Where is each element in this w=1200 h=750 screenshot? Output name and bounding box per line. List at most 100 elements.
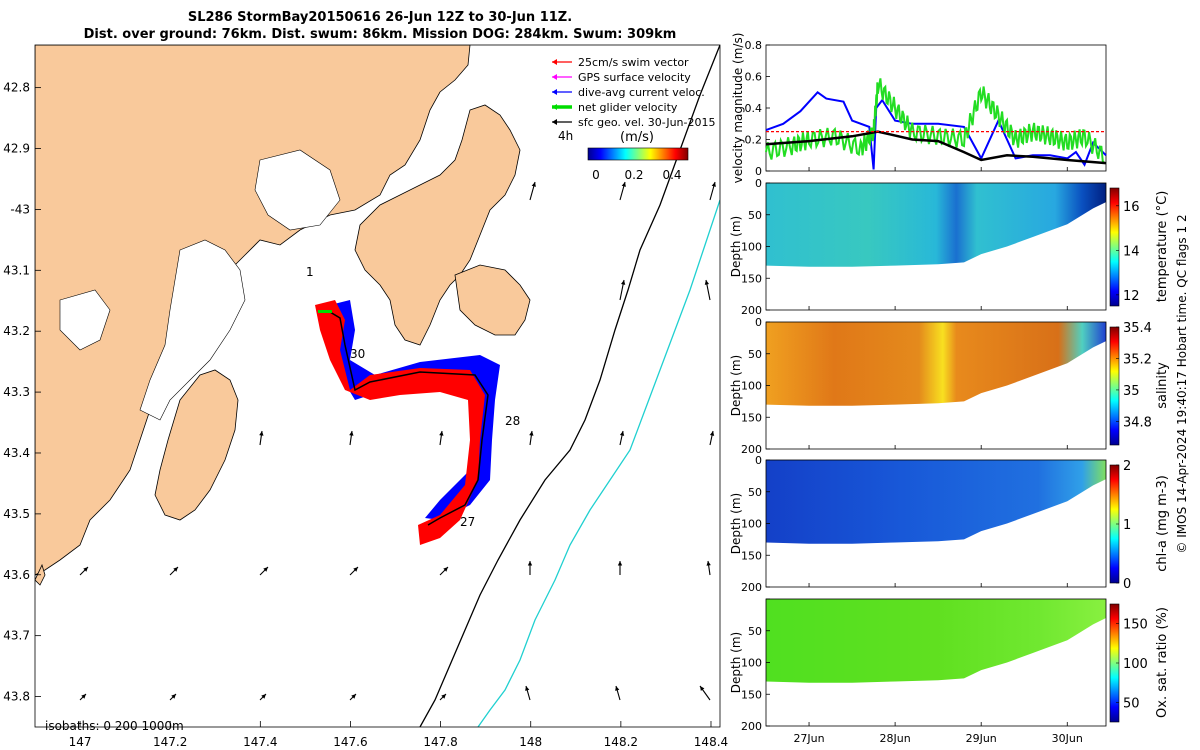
map-x-tick-label: 147.6	[333, 735, 367, 749]
velocity-frame	[765, 44, 1107, 172]
geo-arrow-head	[171, 694, 176, 699]
map-x-tick-label: 147.8	[423, 735, 457, 749]
velocity-y-tick-label: 0	[755, 165, 762, 178]
chl-a-panel: 0 50 100 150 200 Depth (m) 0 1 2 chl-a (mg m-3)	[729, 454, 1170, 594]
legend-label: 25cm/s swim vector	[578, 56, 689, 69]
map-y-tick-label: 43.7	[3, 629, 30, 643]
geo-arrow-head	[621, 182, 626, 187]
map-frame	[34, 44, 721, 728]
map-y-axis: 42.8 42.9 -43 43.1 43.2 43.3 43.4 43.5 43.6 43.7 4…	[3, 81, 41, 704]
geo-arrow-head	[349, 431, 354, 436]
map-y-tick-label: 43.3	[3, 385, 30, 399]
geo-arrow-head	[531, 182, 536, 187]
map-y-tick-label: 42.9	[3, 142, 30, 156]
chl-a-colorbar-label: chl-a (mg m-3)	[1155, 475, 1170, 572]
temperature-cb-tick-label: 14	[1123, 244, 1140, 259]
temperature-y-tick-label: 150	[741, 272, 762, 285]
salinity-field	[766, 322, 1106, 406]
chl-a-y-tick-label: 50	[748, 486, 762, 499]
day-label-30: 30	[350, 347, 365, 361]
salinity-cb-tick-label: 34.8	[1123, 415, 1152, 430]
map-y-tick-label: 43.8	[3, 690, 30, 704]
land-south-west	[154, 369, 239, 521]
map-x-tick-label: 147.4	[243, 735, 277, 749]
legend-swatch-head	[552, 89, 557, 95]
salinity-y-tick-label: 150	[741, 411, 762, 424]
geo-arrow-head	[351, 694, 356, 699]
velocity-series-line	[765, 78, 1105, 165]
title-line-1: SL286 StormBay20150616 26-Jun 12Z to 30-…	[188, 10, 572, 25]
geo-arrow-head	[700, 686, 705, 691]
map-cb-tick-2: 0.4	[662, 168, 681, 182]
geo-arrow-head	[443, 567, 448, 572]
legend-swatch-head	[552, 104, 557, 110]
chl-a-y-tick-label: 0	[755, 454, 762, 467]
temperature-field	[766, 183, 1106, 267]
oxygen-ylabel: Depth (m)	[729, 632, 743, 693]
isobath-200m	[419, 45, 720, 727]
geo-arrow-head	[617, 561, 623, 566]
geo-arrow-head	[527, 561, 533, 566]
salinity-colorbar-label: salinity	[1155, 362, 1170, 409]
geo-arrow-head	[261, 694, 266, 699]
time-x-tick-label: 27Jun	[793, 732, 824, 745]
oxygen-y-tick-label: 50	[748, 625, 762, 638]
oxygen-y-tick-label: 100	[741, 657, 762, 670]
salinity-panel: 0 50 100 150 200 Depth (m) 34.8 35 35.2 35.4 salin…	[729, 316, 1170, 456]
temperature-cb-tick-label: 12	[1123, 289, 1140, 304]
river-inlet	[59, 289, 111, 351]
oxygen-y-tick-label: 150	[741, 688, 762, 701]
map-colorbar	[587, 147, 689, 161]
legend-label: net glider velocity	[578, 101, 678, 114]
isobaths-label: isobaths: 0 200 1000m	[45, 719, 184, 733]
map-legend: 25cm/s swim vector GPS surface velocity di…	[552, 56, 715, 182]
chl-a-y-tick-label: 200	[741, 581, 762, 594]
map-cb-tick-0: 0	[592, 168, 600, 182]
day-label-27: 27	[460, 515, 475, 529]
temperature-ylabel: Depth (m)	[729, 216, 743, 277]
chl-a-cb-tick-label: 2	[1123, 459, 1131, 474]
velocity-ylabel: velocity magnitude (m/s)	[731, 33, 745, 184]
geo-arrow-head	[525, 686, 530, 691]
geo-arrow-head	[83, 567, 88, 572]
map-x-tick-label: 148	[519, 735, 542, 749]
map-y-tick-label: 43.5	[3, 507, 30, 521]
temperature-y-tick-label: 200	[741, 304, 762, 317]
legend-label: GPS surface velocity	[578, 71, 691, 84]
time-x-tick-label: 28Jun	[880, 732, 911, 745]
net-velocity-marker	[318, 310, 332, 313]
salinity-cb-tick-label: 35.2	[1123, 352, 1152, 367]
velocity-series-line	[765, 130, 1107, 165]
chl-a-y-tick-label: 150	[741, 549, 762, 562]
map-panel: 1 30 28 27 147 147.2 147.4 147.6 147.8 148 148…	[3, 44, 728, 749]
oxygen-cb-tick-label: 100	[1123, 657, 1148, 672]
oxygen-field	[766, 599, 1106, 683]
map-y-tick-label: 43.1	[3, 263, 30, 277]
map-x-tick-label: 147	[69, 735, 92, 749]
geo-arrow-head	[173, 567, 178, 572]
temperature-colorbar	[1109, 187, 1120, 307]
oxygen-y-tick-label: 200	[741, 720, 762, 733]
geo-arrow-head	[353, 567, 358, 572]
geo-arrow-head	[439, 431, 444, 436]
map-x-axis: 147 147.2 147.4 147.6 147.8 148 148.2 148.4	[69, 721, 728, 749]
geo-arrow-head	[620, 280, 626, 285]
salinity-y-tick-label: 50	[748, 348, 762, 361]
land-peninsula-east	[354, 104, 521, 346]
geo-arrow-head	[259, 431, 264, 436]
geo-arrow-head	[81, 694, 86, 699]
glider-track	[329, 311, 489, 526]
glider-current-swath	[330, 300, 500, 520]
velocity-y-axis: 0 0.2 0.4 0.6 0.8	[745, 39, 770, 178]
geo-velocity-arrows	[79, 181, 716, 701]
salinity-y-tick-label: 100	[741, 380, 762, 393]
oxygen-cb-tick-label: 50	[1123, 696, 1140, 711]
velocity-y-tick-label: 0.6	[745, 71, 763, 84]
map-x-tick-label: 147.2	[153, 735, 187, 749]
geo-arrow-head	[619, 431, 625, 436]
temperature-y-tick-label: 0	[755, 177, 762, 190]
temperature-cb-tick-label: 16	[1123, 200, 1140, 215]
velocity-y-tick-label: 0.4	[745, 102, 763, 115]
velocity-series	[765, 78, 1107, 170]
